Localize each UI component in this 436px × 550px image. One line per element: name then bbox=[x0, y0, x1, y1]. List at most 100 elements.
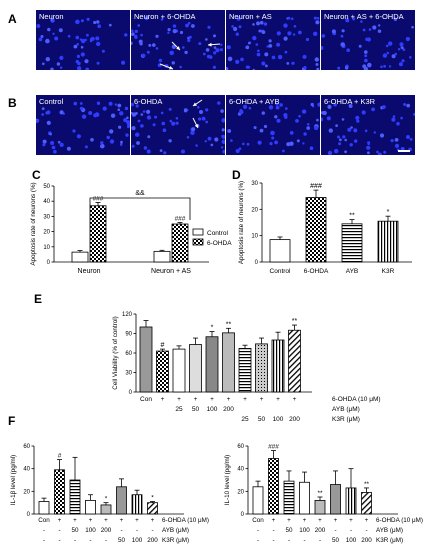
nucleus bbox=[238, 25, 242, 29]
chart-f2-condition-cell: + bbox=[272, 517, 276, 524]
nucleus bbox=[259, 20, 264, 25]
nucleus bbox=[168, 107, 172, 111]
nucleus bbox=[405, 36, 410, 42]
nucleus bbox=[73, 44, 78, 49]
chart-f1-x-tick-label: Con bbox=[38, 517, 50, 524]
nucleus bbox=[317, 102, 320, 107]
nucleus bbox=[188, 35, 192, 39]
micrograph-a-2: Neuron + 6-OHDA bbox=[131, 10, 225, 70]
nucleus bbox=[321, 34, 326, 38]
nucleus bbox=[303, 132, 307, 136]
nucleus bbox=[169, 50, 174, 56]
nucleus bbox=[50, 18, 54, 22]
nucleus bbox=[394, 143, 400, 148]
nucleus bbox=[409, 56, 412, 59]
nucleus bbox=[366, 145, 371, 150]
nucleus bbox=[327, 150, 333, 155]
nucleus bbox=[131, 41, 133, 45]
chart-e-condition-cell: 50 bbox=[192, 406, 200, 413]
nucleus bbox=[146, 149, 151, 154]
nucleus bbox=[85, 67, 90, 70]
nucleus bbox=[158, 58, 163, 63]
chart-f2-annotation: ** bbox=[364, 481, 370, 488]
chart-c-x-tick-label: Neuron bbox=[78, 268, 101, 275]
nucleus bbox=[298, 30, 302, 35]
chart-d-annotation: ### bbox=[310, 183, 322, 190]
nucleus bbox=[235, 32, 239, 36]
nucleus bbox=[137, 24, 141, 27]
nucleus bbox=[42, 143, 46, 147]
nucleus bbox=[171, 61, 175, 65]
nucleus bbox=[261, 30, 266, 34]
nucleus bbox=[167, 28, 171, 32]
scale-bar bbox=[398, 150, 410, 152]
nucleus bbox=[289, 131, 294, 135]
nucleus bbox=[163, 151, 167, 155]
nucleus bbox=[383, 150, 387, 154]
nucleus bbox=[72, 129, 76, 133]
nucleus bbox=[256, 52, 261, 57]
arrowhead-icon bbox=[169, 65, 173, 70]
nuclei-layer bbox=[227, 102, 320, 153]
chart-c-y-tick-label: 0 bbox=[47, 260, 51, 266]
nucleus bbox=[86, 17, 90, 21]
chart-f2-condition-cell: + bbox=[303, 517, 307, 524]
nucleus bbox=[76, 43, 79, 46]
nucleus bbox=[238, 147, 242, 150]
nucleus bbox=[316, 118, 319, 122]
chart-f1-bar bbox=[100, 504, 112, 515]
nucleus bbox=[56, 62, 61, 66]
chart-e-y-tick-label: 30 bbox=[125, 371, 132, 377]
chart-e-bar bbox=[288, 329, 301, 393]
nucleus bbox=[344, 150, 347, 154]
nucleus bbox=[140, 33, 143, 37]
chart-f2-condition-cell: 50 bbox=[285, 527, 293, 534]
micrograph-b-2: 6-OHDA bbox=[131, 95, 225, 155]
nucleus bbox=[261, 61, 266, 66]
nucleus bbox=[117, 108, 121, 111]
nucleus bbox=[290, 17, 294, 21]
nucleus bbox=[276, 42, 281, 47]
nucleus bbox=[172, 29, 177, 34]
nucleus bbox=[292, 33, 296, 36]
nucleus bbox=[109, 139, 115, 144]
chart-f1-bar bbox=[69, 479, 81, 515]
nucleus bbox=[263, 124, 268, 129]
nucleus bbox=[198, 42, 202, 46]
nucleus bbox=[134, 29, 138, 34]
nucleus bbox=[106, 135, 110, 140]
nucleus bbox=[328, 128, 333, 133]
nucleus bbox=[264, 52, 269, 57]
chart-f1-condition-cell: + bbox=[104, 517, 108, 524]
nucleus bbox=[326, 116, 331, 121]
chart-c-x-tick-label: Neuron + AS bbox=[151, 268, 191, 275]
nucleus bbox=[346, 48, 350, 52]
nucleus bbox=[100, 141, 104, 145]
chart-f1-condition-cell: - bbox=[43, 527, 45, 534]
nucleus bbox=[364, 129, 368, 133]
nucleus bbox=[295, 119, 299, 123]
chart-d-x-tick-label: AYB bbox=[346, 268, 359, 275]
chart-e-y-axis-title: Cell Viability (% of control) bbox=[112, 316, 119, 389]
nucleus bbox=[41, 107, 45, 111]
nucleus bbox=[81, 38, 86, 44]
nucleus bbox=[258, 29, 262, 33]
nucleus bbox=[140, 113, 144, 116]
nucleus bbox=[382, 105, 386, 109]
nucleus bbox=[131, 112, 137, 117]
nucleus bbox=[352, 17, 356, 21]
nucleus bbox=[268, 39, 272, 43]
chart-e-bar bbox=[222, 332, 235, 393]
nucleus bbox=[84, 145, 88, 149]
nucleus bbox=[59, 55, 64, 61]
nucleus bbox=[259, 128, 264, 133]
chart-d-bar bbox=[341, 223, 363, 263]
chart-e-annotation: * bbox=[211, 325, 214, 332]
nuclei-layer bbox=[131, 101, 225, 155]
nucleus bbox=[205, 108, 209, 112]
nucleus bbox=[54, 36, 59, 41]
nucleus bbox=[141, 53, 146, 58]
nucleus bbox=[195, 144, 198, 147]
nucleus bbox=[270, 130, 275, 136]
nucleus bbox=[358, 44, 362, 48]
